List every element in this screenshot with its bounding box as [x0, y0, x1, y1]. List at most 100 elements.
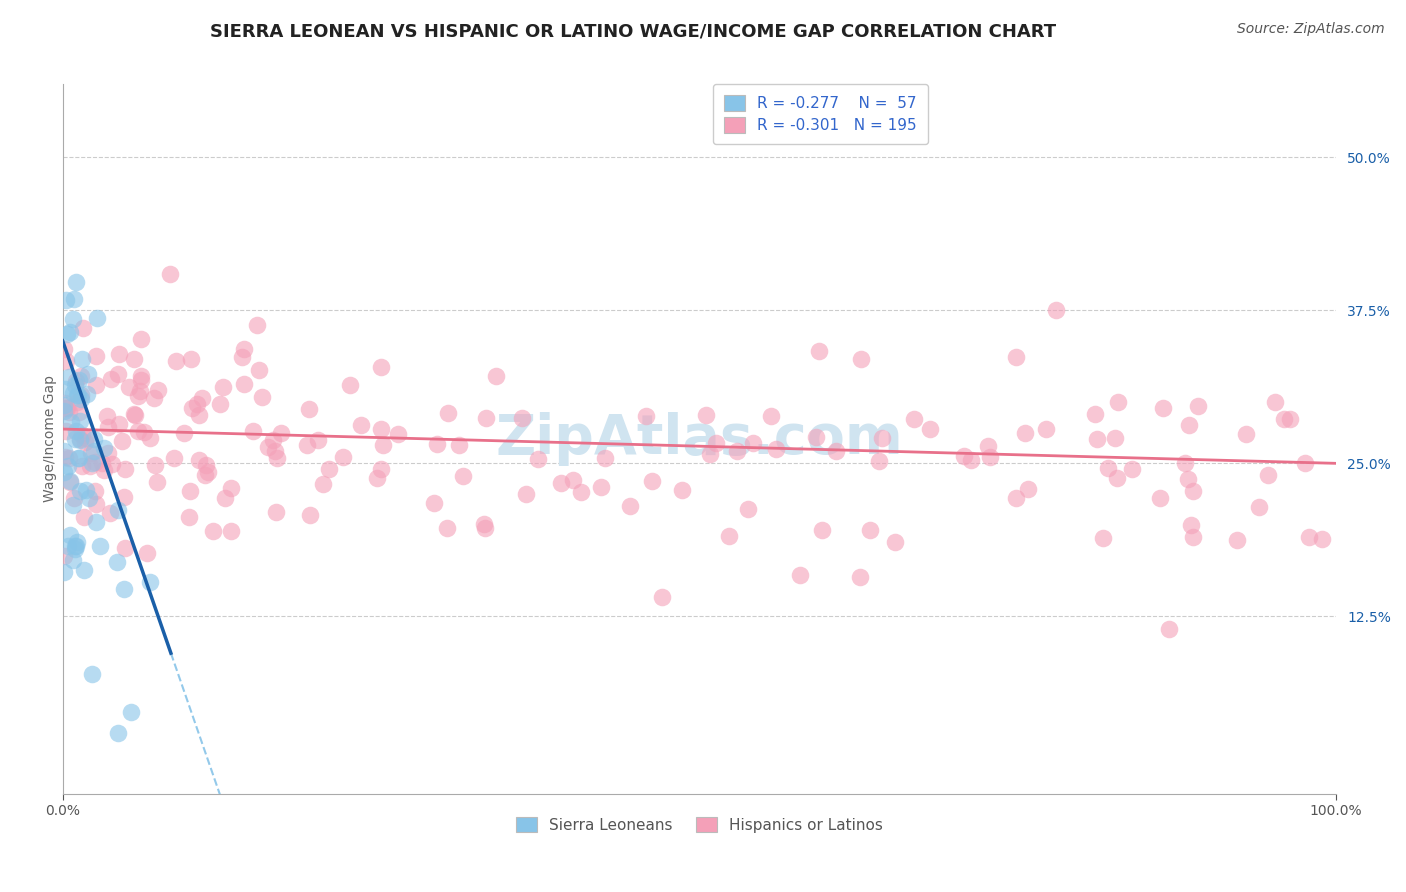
Point — [66, 534, 89, 549]
Point — [118, 380, 141, 394]
Point — [58, 405, 80, 419]
Point — [67, 405, 90, 419]
Point — [1005, 491, 1028, 505]
Point — [641, 474, 664, 488]
Point — [824, 443, 846, 458]
Point — [138, 431, 160, 445]
Point — [859, 523, 882, 537]
Point — [256, 440, 278, 454]
Point — [188, 452, 211, 467]
Point — [266, 450, 288, 465]
Point — [67, 373, 90, 387]
Point — [849, 570, 872, 584]
Point — [84, 455, 107, 469]
Point — [1180, 518, 1202, 533]
Point — [107, 367, 129, 381]
Point — [870, 432, 893, 446]
Point — [62, 312, 84, 326]
Point — [212, 379, 235, 393]
Point — [262, 433, 284, 447]
Point — [127, 424, 149, 438]
Point — [561, 474, 583, 488]
Point — [105, 555, 128, 569]
Point — [636, 409, 658, 423]
Point — [849, 352, 872, 367]
Point — [70, 388, 93, 402]
Point — [129, 384, 152, 398]
Point — [67, 388, 90, 402]
Point — [527, 451, 550, 466]
Point — [370, 359, 392, 374]
Point — [63, 541, 86, 556]
Point — [979, 450, 1001, 464]
Point — [472, 517, 495, 532]
Point — [437, 406, 460, 420]
Point — [56, 327, 79, 342]
Point — [159, 267, 181, 281]
Point — [69, 432, 91, 446]
Point — [59, 325, 82, 339]
Point — [219, 524, 242, 538]
Point — [55, 424, 77, 438]
Point — [202, 524, 225, 538]
Point — [96, 409, 118, 423]
Point — [70, 368, 93, 383]
Point — [868, 453, 890, 467]
Point — [76, 386, 98, 401]
Point — [725, 443, 748, 458]
Point — [349, 417, 371, 432]
Point — [142, 391, 165, 405]
Point — [114, 461, 136, 475]
Point — [59, 527, 82, 541]
Point — [307, 433, 329, 447]
Point — [112, 582, 135, 596]
Point — [135, 546, 157, 560]
Point — [704, 435, 727, 450]
Point — [52, 466, 75, 480]
Point — [232, 377, 254, 392]
Point — [765, 442, 787, 457]
Point — [84, 349, 107, 363]
Point — [129, 369, 152, 384]
Point — [219, 482, 242, 496]
Point — [619, 500, 641, 514]
Point — [318, 461, 340, 475]
Point — [120, 705, 142, 719]
Point — [789, 568, 811, 582]
Point — [86, 311, 108, 326]
Point — [93, 441, 115, 455]
Point — [70, 428, 93, 442]
Point — [1247, 500, 1270, 514]
Point — [56, 539, 79, 553]
Point — [84, 483, 107, 498]
Point — [59, 475, 82, 489]
Point — [339, 378, 361, 392]
Point — [1257, 467, 1279, 482]
Point — [1084, 407, 1107, 421]
Point — [55, 353, 77, 368]
Point — [953, 450, 976, 464]
Point — [65, 539, 87, 553]
Point — [129, 373, 152, 387]
Point — [1014, 426, 1036, 441]
Point — [1226, 533, 1249, 547]
Point — [717, 529, 740, 543]
Point — [90, 456, 112, 470]
Legend: Sierra Leoneans, Hispanics or Latinos: Sierra Leoneans, Hispanics or Latinos — [505, 805, 894, 843]
Y-axis label: Wage/Income Gap: Wage/Income Gap — [44, 376, 58, 502]
Point — [124, 408, 146, 422]
Point — [569, 484, 592, 499]
Point — [1104, 431, 1126, 445]
Point — [179, 509, 201, 524]
Point — [165, 354, 187, 368]
Point — [387, 427, 409, 442]
Point — [79, 458, 101, 473]
Point — [1294, 457, 1316, 471]
Point — [312, 476, 335, 491]
Point — [52, 549, 75, 563]
Point — [1279, 412, 1302, 426]
Point — [65, 539, 87, 553]
Point — [451, 469, 474, 483]
Point — [1182, 531, 1205, 545]
Point — [1045, 303, 1067, 318]
